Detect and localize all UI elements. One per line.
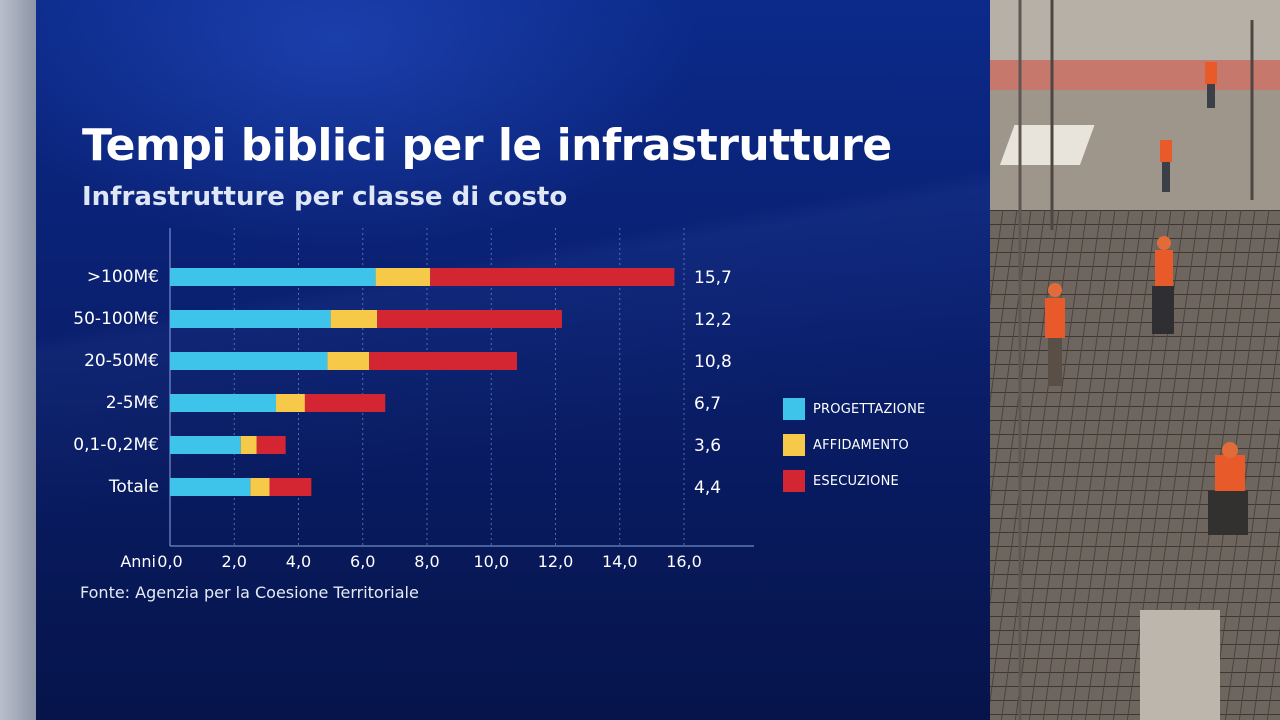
x-tick-label-2: 4,0 bbox=[286, 552, 311, 571]
bar-affidamento-0 bbox=[375, 268, 431, 286]
category-label-1: 50-100M€ bbox=[73, 309, 159, 329]
category-label-0: >100M€ bbox=[87, 267, 159, 287]
x-tick-label-7: 14,0 bbox=[602, 552, 638, 571]
source-note: Fonte: Agenzia per la Coesione Territori… bbox=[80, 583, 419, 602]
bar-progettazione-1 bbox=[170, 310, 331, 328]
category-label-5: Totale bbox=[108, 477, 159, 497]
page-title: Tempi biblici per le infrastrutture bbox=[82, 120, 892, 171]
construction-site-photo bbox=[990, 0, 1280, 720]
bar-esecuzione-0 bbox=[430, 268, 675, 286]
chart-legend: PROGETTAZIONE AFFIDAMENTO ESECUZIONE bbox=[783, 398, 925, 506]
legend-swatch-esecuzione bbox=[783, 470, 805, 492]
legend-label-affidamento: AFFIDAMENTO bbox=[813, 437, 909, 453]
construction-site-illustration bbox=[990, 0, 1280, 720]
bar-esecuzione-3 bbox=[304, 394, 386, 412]
bar-esecuzione-2 bbox=[369, 352, 517, 370]
bar-esecuzione-4 bbox=[256, 436, 286, 454]
bar-progettazione-4 bbox=[170, 436, 241, 454]
x-tick-label-8: 16,0 bbox=[666, 552, 702, 571]
bar-progettazione-3 bbox=[170, 394, 277, 412]
bar-affidamento-1 bbox=[330, 310, 378, 328]
total-label-4: 3,6 bbox=[694, 436, 721, 456]
legend-item-progettazione: PROGETTAZIONE bbox=[783, 398, 925, 420]
x-tick-label-4: 8,0 bbox=[414, 552, 439, 571]
total-label-1: 12,2 bbox=[694, 310, 732, 330]
legend-swatch-progettazione bbox=[783, 398, 805, 420]
bar-affidamento-5 bbox=[250, 478, 270, 496]
category-label-2: 20-50M€ bbox=[84, 351, 159, 371]
bar-progettazione-0 bbox=[170, 268, 376, 286]
legend-label-progettazione: PROGETTAZIONE bbox=[813, 401, 926, 417]
x-tick-label-1: 2,0 bbox=[222, 552, 247, 571]
bar-affidamento-4 bbox=[240, 436, 257, 454]
legend-item-affidamento: AFFIDAMENTO bbox=[783, 434, 925, 456]
legend-swatch-affidamento bbox=[783, 434, 805, 456]
x-tick-label-5: 10,0 bbox=[473, 552, 509, 571]
infographic-panel: Tempi biblici per le infrastrutture Infr… bbox=[36, 0, 990, 720]
page-subtitle: Infrastrutture per classe di costo bbox=[82, 182, 568, 212]
bar-affidamento-2 bbox=[327, 352, 370, 370]
total-label-0: 15,7 bbox=[694, 268, 732, 288]
legend-label-esecuzione: ESECUZIONE bbox=[813, 473, 899, 489]
left-edge-strip bbox=[0, 0, 36, 720]
x-tick-label-6: 12,0 bbox=[538, 552, 574, 571]
total-label-3: 6,7 bbox=[694, 394, 721, 414]
category-label-3: 2-5M€ bbox=[106, 393, 159, 413]
bar-esecuzione-1 bbox=[377, 310, 562, 328]
stacked-bar-chart: 0,0 2,0 4,0 6,0 8,0 10,0 12,0 14,0 16,0 Anni >100M… bbox=[73, 228, 754, 571]
x-tick-label-3: 6,0 bbox=[350, 552, 375, 571]
x-axis-title: Anni bbox=[120, 552, 156, 571]
bar-affidamento-3 bbox=[276, 394, 305, 412]
worker-figures bbox=[1045, 62, 1248, 535]
bar-progettazione-2 bbox=[170, 352, 328, 370]
x-tick-label-0: 0,0 bbox=[157, 552, 182, 571]
total-label-5: 4,4 bbox=[694, 478, 721, 498]
total-label-2: 10,8 bbox=[694, 352, 732, 372]
category-label-4: 0,1-0,2M€ bbox=[73, 435, 159, 455]
bar-progettazione-5 bbox=[170, 478, 251, 496]
legend-item-esecuzione: ESECUZIONE bbox=[783, 470, 925, 492]
bar-esecuzione-5 bbox=[269, 478, 312, 496]
